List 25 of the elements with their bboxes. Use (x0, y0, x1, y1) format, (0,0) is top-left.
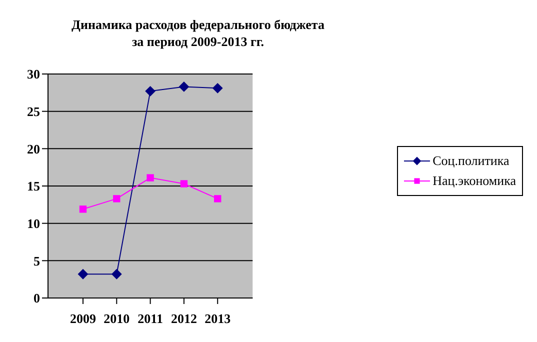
y-tick-label: 5 (34, 253, 40, 268)
y-tick-label: 25 (27, 104, 40, 119)
point (146, 174, 154, 182)
y-tick-label: 15 (27, 178, 40, 194)
point (212, 83, 223, 94)
x-tick-label: 2009 (70, 311, 96, 326)
y-tick-label: 0 (34, 290, 40, 306)
point (112, 269, 122, 280)
point (79, 206, 87, 213)
point (178, 82, 189, 92)
legend-label: Соц.политика (432, 152, 510, 170)
point (214, 195, 222, 202)
y-tick-label: 30 (27, 66, 40, 82)
legend-label: Нац.экономика (432, 172, 516, 190)
y-tick-label: 20 (27, 141, 40, 156)
x-tick-label: 2011 (138, 311, 163, 326)
point (145, 86, 156, 96)
x-tick-label: 2010 (104, 311, 130, 326)
point (113, 195, 120, 202)
point (180, 180, 188, 188)
point (78, 269, 88, 280)
x-tick-label: 2012 (170, 311, 197, 326)
y-tick-label: 10 (27, 216, 40, 231)
x-tick-label: 2013 (204, 311, 232, 326)
chart-title: Динамика расходов федерального бюджета за период 2009-2013 гг. (70, 16, 326, 50)
